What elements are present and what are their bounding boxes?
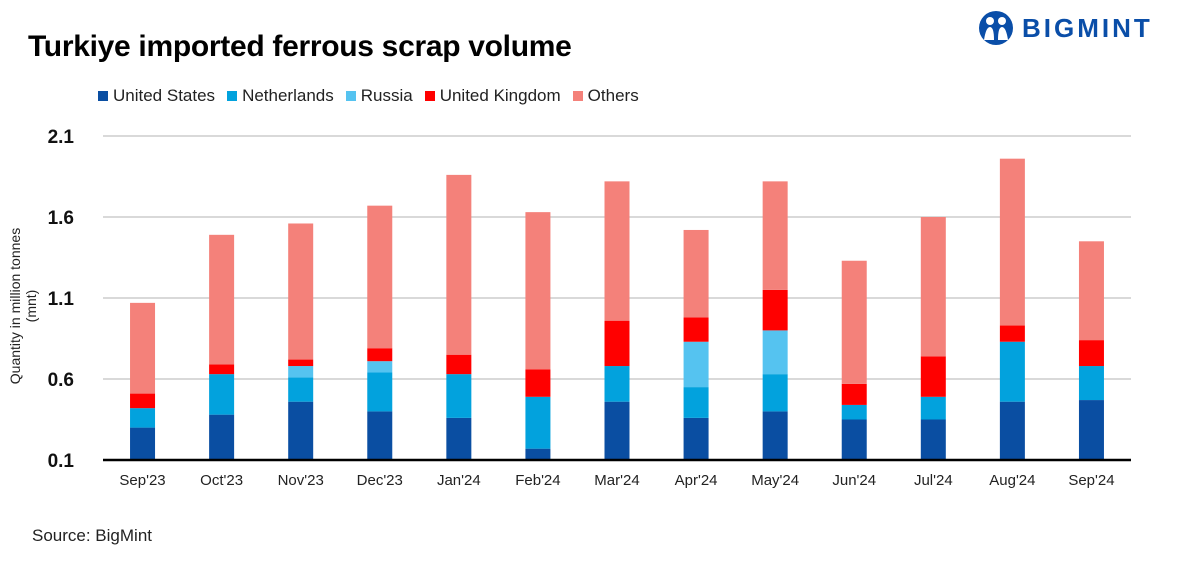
logo-text: BIGMINT: [1022, 12, 1153, 43]
bar-segment: [446, 354, 472, 375]
x-tick-label: Nov'23: [278, 472, 324, 489]
bar-segment: [841, 383, 867, 405]
bar-segment: [288, 401, 314, 460]
bar-segment: [130, 408, 156, 428]
bar-segment: [288, 366, 314, 378]
legend-swatch: [227, 91, 238, 101]
x-tick-label: Jan'24: [437, 472, 481, 489]
bar-segment: [1078, 366, 1104, 401]
legend-swatch: [98, 91, 108, 101]
bar-segment: [209, 364, 235, 375]
bar-segment: [288, 377, 314, 402]
bar-segment: [920, 356, 946, 397]
bar-segment: [209, 374, 235, 415]
bar-segment: [999, 341, 1025, 402]
y-tick-label: 1.1: [48, 289, 75, 310]
bar-segment: [762, 330, 788, 375]
bar-segment: [525, 369, 551, 397]
bar-segment: [1078, 400, 1104, 460]
x-tick-label: Jun'24: [832, 472, 876, 489]
bar-segment: [920, 419, 946, 460]
bar-segment: [683, 417, 709, 460]
legend-label: United States: [113, 86, 216, 105]
y-tick-label: 0.6: [48, 370, 74, 391]
legend-swatch: [572, 91, 583, 101]
legend-item: Netherlands: [227, 86, 334, 106]
y-tick-label: 1.6: [48, 208, 74, 229]
bar-segment: [999, 158, 1025, 326]
bar-segment: [683, 387, 709, 418]
bar-segment: [841, 404, 867, 420]
bar-segment: [762, 289, 788, 331]
bar-segment: [920, 396, 946, 420]
bar-segment: [1078, 241, 1104, 341]
bar-segment: [683, 229, 709, 318]
x-tick-label: Mar'24: [594, 472, 639, 489]
legend-label: Others: [587, 86, 639, 105]
bar-segment: [446, 174, 472, 355]
bar-segment: [999, 401, 1025, 460]
bar-segment: [367, 372, 393, 412]
x-tick-label: Sep'23: [119, 472, 165, 489]
bar-segment: [367, 411, 393, 460]
legend-label: United Kingdom: [439, 86, 561, 105]
bar-segment: [367, 361, 393, 373]
chart-title: Turkiye imported ferrous scrap volume: [28, 30, 572, 63]
bar-segment: [209, 234, 235, 365]
bar-segment: [604, 181, 630, 321]
legend-label: Netherlands: [242, 86, 334, 105]
bar-segment: [683, 341, 709, 388]
bar-segment: [446, 417, 472, 460]
bar-segment: [367, 205, 393, 349]
legend-item: United States: [98, 86, 215, 106]
x-tick-label: Feb'24: [515, 472, 560, 489]
x-tick-label: Jul'24: [914, 472, 953, 489]
bar-segment: [604, 320, 630, 367]
bar-segment: [762, 411, 788, 460]
people-logo-icon: [979, 11, 1013, 45]
bar-segment: [525, 448, 551, 460]
legend-item: Russia: [345, 86, 413, 106]
bar-segment: [841, 260, 867, 384]
legend: United States Netherlands Russia United Kin…: [98, 86, 651, 106]
x-tick-label: Aug'24: [989, 472, 1035, 489]
bar-segment: [446, 374, 472, 418]
bar-segment: [841, 419, 867, 460]
source-note: Source: BigMint: [32, 526, 152, 545]
bar-segment: [525, 212, 551, 370]
bar-segment: [683, 317, 709, 342]
bar-segment: [288, 223, 314, 360]
x-tick-label: May'24: [751, 472, 799, 489]
bar-segment: [130, 427, 156, 460]
bar-segment: [1078, 340, 1104, 367]
bar-segment: [999, 325, 1025, 342]
x-tick-label: Sep'24: [1068, 472, 1114, 489]
x-tick-label: Dec'23: [357, 472, 403, 489]
bigmint-logo: BIGMINT: [978, 10, 1153, 46]
y-tick-label: 0.1: [48, 451, 75, 472]
legend-item: Others: [572, 86, 639, 106]
legend-item: United Kingdom: [424, 86, 561, 106]
y-tick-label: 2.1: [48, 127, 75, 148]
bar-segment: [525, 396, 551, 449]
bar-segment: [130, 393, 156, 409]
bar-segment: [130, 302, 156, 394]
legend-swatch: [345, 91, 356, 101]
bar-segment: [604, 401, 630, 460]
x-tick-label: Oct'23: [200, 472, 243, 489]
legend-swatch: [424, 91, 435, 101]
bar-segment: [762, 374, 788, 412]
bar-segment: [367, 348, 393, 362]
bar-segment: [604, 366, 630, 402]
bar-segment: [920, 217, 946, 357]
legend-label: Russia: [360, 86, 413, 105]
bar-segment: [209, 414, 235, 460]
x-tick-label: Apr'24: [675, 472, 718, 489]
bar-segment: [288, 359, 314, 367]
bar-segment: [762, 181, 788, 290]
